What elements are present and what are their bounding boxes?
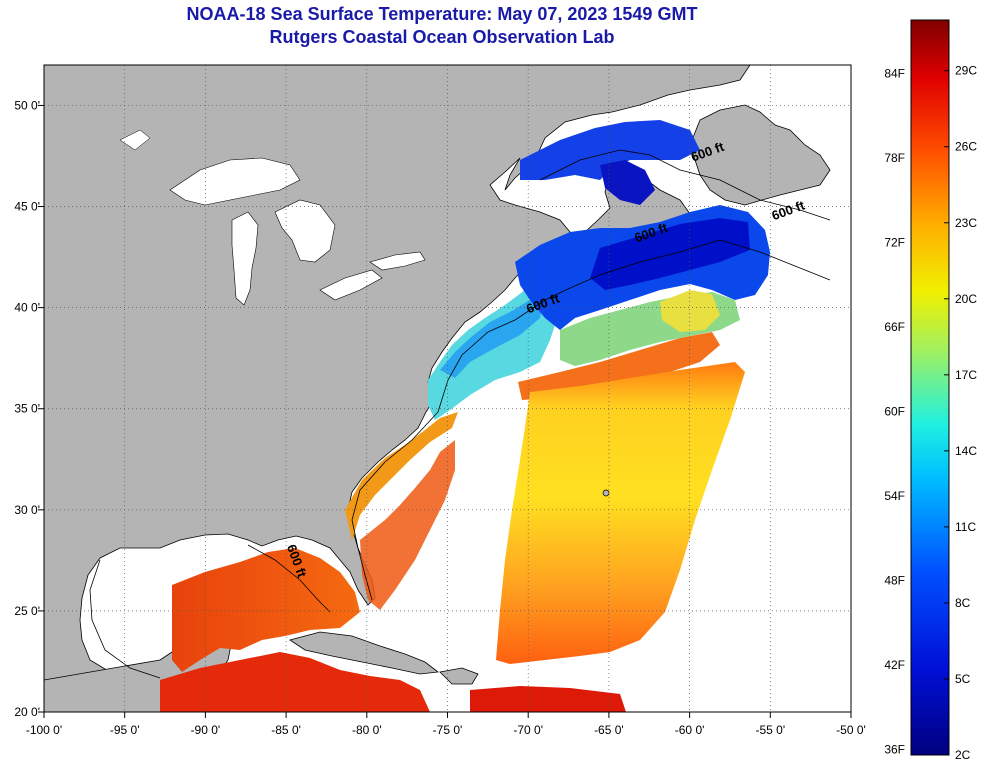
lake-superior (169, 157, 301, 206)
contour-600ft-gulf (89, 544, 331, 679)
y-tick-label: 45 0' (14, 200, 40, 214)
x-tick-label: -65 0' (594, 723, 624, 737)
land-cuba (289, 631, 440, 675)
sst-st-lawrence-deep (600, 160, 655, 205)
colorbar-f-label: 36F (884, 742, 905, 756)
colorbar-f-label: 48F (884, 573, 905, 587)
map-title: NOAA-18 Sea Surface Temperature: May 07,… (186, 4, 698, 24)
sst-atlantic-swath (496, 362, 745, 664)
colorbar-f-label: 42F (884, 658, 905, 672)
x-tick-label: -90 0' (191, 723, 221, 737)
sst-gulf-st-lawrence (520, 120, 700, 180)
land-newfoundland (689, 104, 831, 206)
colorbar-fahrenheit-labels: 84F 78F 72F 66F 60F 54F 48F 42F 36F (884, 67, 905, 757)
x-tick-label: -50 0' (836, 723, 866, 737)
colorbar-c-label: 20C (955, 292, 977, 306)
colorbar-c-label: 23C (955, 216, 977, 230)
y-tick-label: 30 0' (14, 503, 40, 517)
colorbar-c-label: 29C (955, 64, 977, 78)
colorbar-c-label: 5C (955, 672, 971, 686)
x-tick-label: -60 0' (675, 723, 705, 737)
sst-gulf-of-mexico (172, 548, 360, 672)
sst-caribbean (160, 652, 430, 712)
x-tick-label: -100 0' (26, 723, 62, 737)
x-tick-label: -85 0' (271, 723, 301, 737)
colorbar-f-label: 60F (884, 404, 905, 418)
colorbar-c-label: 8C (955, 596, 971, 610)
y-tick-label: 40 0' (14, 301, 40, 315)
sst-southeast-coast (345, 412, 458, 540)
x-axis: -100 0' -95 0' -90 0' -85 0' -80 0' -75 0' -70… (26, 712, 866, 737)
x-tick-label: -80 0' (352, 723, 382, 737)
sst-warm-core-ring (660, 290, 720, 332)
x-tick-label: -95 0' (110, 723, 140, 737)
contour-600ft-gsl (539, 149, 831, 221)
map-title-block: NOAA-18 Sea Surface Temperature: May 07,… (0, 3, 884, 49)
sst-bahamas-region (360, 440, 455, 610)
colorbar-f-label: 66F (884, 320, 905, 334)
colorbar-c-label: 14C (955, 444, 977, 458)
colorbar-f-label: 54F (884, 489, 905, 503)
land-hispaniola (439, 667, 479, 685)
contour-600ft-line (351, 239, 831, 601)
x-tick-label: -55 0' (755, 723, 785, 737)
y-tick-label: 20 0' (14, 705, 40, 719)
colorbar-celsius-labels: 29C 26C 23C 20C 17C 14C 11C 8C 5C 2C (944, 64, 977, 762)
colorbar-c-label: 11C (955, 520, 976, 534)
colorbar-c-label: 17C (955, 368, 977, 382)
lake-michigan (231, 211, 259, 306)
colorbar-c-label: 2C (955, 748, 971, 762)
colorbar-f-label: 78F (884, 151, 905, 165)
lake-hudson-area (119, 129, 151, 151)
sst-gulf-stream (518, 332, 720, 400)
land-north-america (44, 65, 751, 712)
sst-scotian-deep (590, 218, 750, 290)
sst-caribbean-east (470, 686, 626, 712)
y-tick-label: 35 0' (14, 402, 40, 416)
island-bermuda (602, 489, 610, 497)
y-tick-label: 50 0' (14, 98, 40, 112)
y-axis: 20 0' 25 0' 30 0' 35 0' 40 0' 45 0' 50 0' (14, 98, 44, 719)
lake-ontario (369, 251, 426, 271)
lake-huron (274, 199, 336, 263)
colorbar-f-label: 84F (884, 67, 905, 81)
map-subtitle: Rutgers Coastal Ocean Observation Lab (269, 27, 615, 47)
y-tick-label: 25 0' (14, 604, 40, 618)
x-tick-label: -75 0' (433, 723, 463, 737)
colorbar: 84F 78F 72F 66F 60F 54F 48F 42F 36F 29C 26C 23C 20C… (884, 19, 977, 762)
colorbar-c-label: 26C (955, 140, 977, 154)
x-tick-label: -70 0' (513, 723, 543, 737)
colorbar-gradient (910, 19, 950, 756)
colorbar-f-label: 72F (884, 235, 905, 249)
sst-shelf-cyan (440, 292, 545, 378)
